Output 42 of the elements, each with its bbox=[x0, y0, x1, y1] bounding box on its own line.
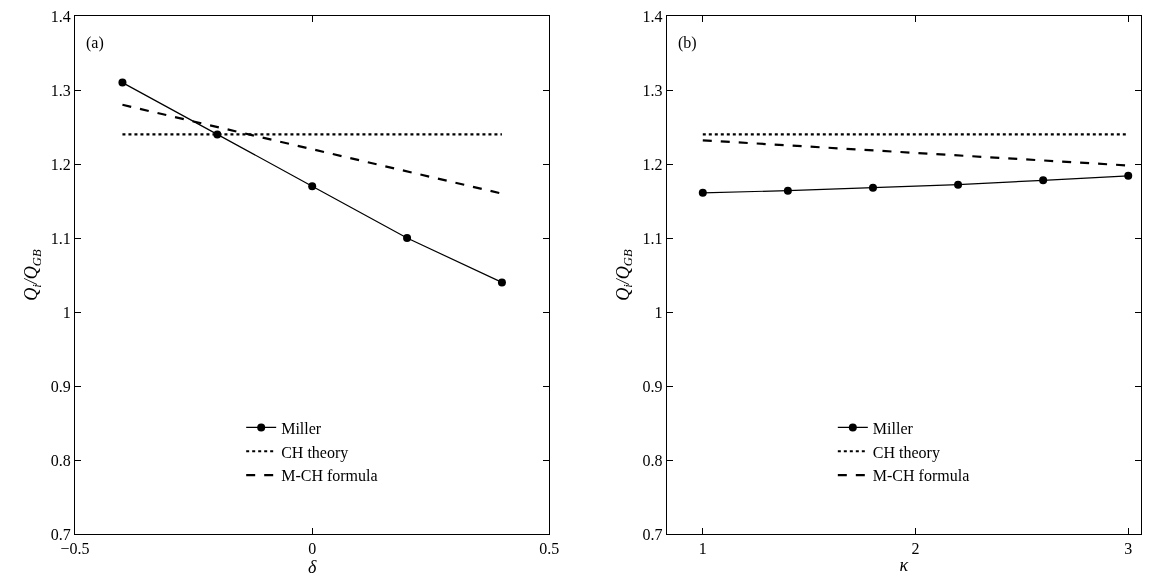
x-tick-label: 2 bbox=[911, 540, 920, 558]
y-tick-label: 0.9 bbox=[50, 377, 71, 395]
y-tick-label: 0.7 bbox=[642, 525, 663, 543]
y-tick-label: 0.7 bbox=[50, 525, 71, 543]
y-tick-label: 1.4 bbox=[642, 7, 663, 25]
legend-label: CH theory bbox=[872, 443, 940, 462]
x-tick-label: −0.5 bbox=[60, 540, 90, 558]
point bbox=[118, 78, 127, 87]
x-tick-label: 3 bbox=[1124, 540, 1133, 558]
legend-label: Miller bbox=[872, 419, 914, 437]
point bbox=[497, 278, 506, 287]
y-tick-label: 1 bbox=[654, 303, 663, 321]
legend-label: M-CH formula bbox=[281, 467, 378, 485]
y-tick-label: 1 bbox=[62, 303, 71, 321]
y-tick-label: 1.1 bbox=[642, 229, 663, 247]
point bbox=[403, 234, 412, 242]
y-tick-label: 1.4 bbox=[50, 7, 71, 25]
legend-label: Miller bbox=[281, 419, 322, 437]
y-tick-label: 1.2 bbox=[50, 155, 71, 173]
point bbox=[1124, 171, 1133, 180]
y-tick-label: 0.8 bbox=[642, 451, 663, 469]
x-tick-label: 1 bbox=[698, 540, 707, 558]
x-tick-label: 0.5 bbox=[539, 540, 560, 558]
legend-label: M-CH formula bbox=[872, 467, 970, 485]
y-tick-label: 1.3 bbox=[50, 81, 71, 99]
x-tick-label: 0 bbox=[308, 540, 317, 558]
x-axis-title: κ bbox=[899, 555, 909, 576]
point bbox=[698, 188, 707, 197]
annotation: (a) bbox=[86, 34, 104, 52]
y-tick-label: 1.3 bbox=[642, 81, 663, 99]
point bbox=[783, 186, 792, 195]
legend-label: CH theory bbox=[281, 443, 349, 462]
point bbox=[1039, 176, 1048, 185]
point bbox=[308, 182, 317, 191]
y-tick-label: 1.2 bbox=[642, 155, 663, 173]
y-tick-label: 0.9 bbox=[642, 377, 663, 395]
x-axis-title: δ bbox=[308, 557, 317, 578]
y-tick-label: 1.1 bbox=[50, 229, 71, 247]
point bbox=[954, 180, 963, 189]
point bbox=[868, 183, 877, 192]
annotation: (b) bbox=[678, 34, 697, 52]
y-tick-label: 0.8 bbox=[50, 451, 71, 469]
